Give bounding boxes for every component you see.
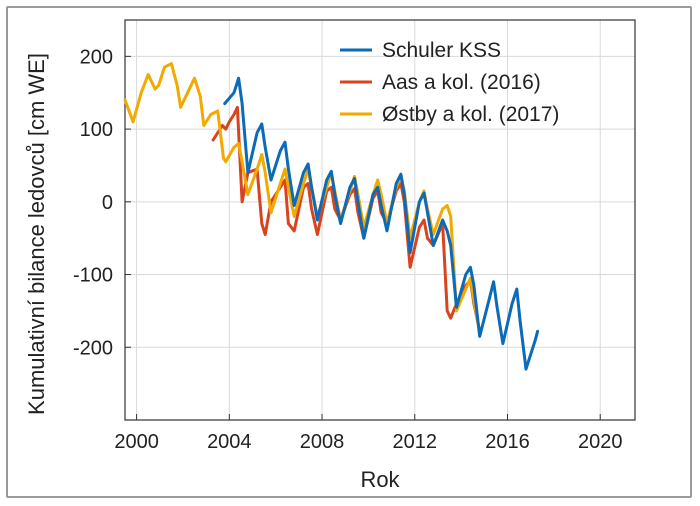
y-tick-label: 100	[80, 119, 113, 141]
y-tick-label: -200	[73, 337, 113, 359]
x-axis-ticks: 2000 2004 2008 2012 2016 2020	[114, 414, 622, 453]
x-tick-label: 2004	[207, 431, 252, 453]
x-tick-label: 2016	[485, 431, 530, 453]
chart-frame	[6, 6, 692, 498]
legend-label: Aas a kol. (2016)	[382, 71, 541, 94]
legend: Schuler KSS Aas a kol. (2016) Østby a kol.…	[340, 39, 559, 126]
x-tick-label: 2000	[114, 431, 159, 453]
series-lines	[123, 62, 540, 371]
y-tick-label: -100	[73, 265, 113, 287]
y-axis-label: Kumulativní bilance ledovců [cm WE]	[24, 53, 49, 415]
legend-label: Schuler KSS	[382, 39, 501, 62]
y-tick-label: 200	[80, 46, 113, 68]
legend-label: Østby a kol. (2017)	[382, 103, 559, 126]
x-axis-label: Rok	[360, 467, 400, 492]
y-tick-label: 0	[102, 192, 113, 214]
series-line-0	[223, 76, 540, 371]
grid-lines	[125, 20, 635, 420]
plot-area	[124, 19, 636, 421]
x-tick-label: 2008	[300, 431, 345, 453]
y-axis-ticks: 200 100 0 -100 -200	[73, 46, 131, 359]
x-tick-label: 2012	[393, 431, 438, 453]
x-tick-label: 2020	[578, 431, 623, 453]
